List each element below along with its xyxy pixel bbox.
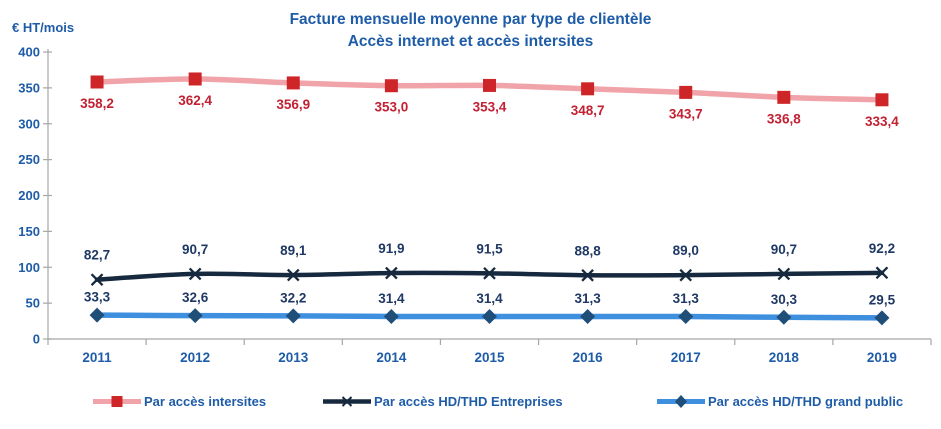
svg-text:250: 250 bbox=[18, 152, 40, 167]
svg-text:300: 300 bbox=[18, 116, 40, 131]
svg-text:91,5: 91,5 bbox=[476, 241, 503, 256]
svg-text:88,8: 88,8 bbox=[574, 243, 601, 258]
svg-text:353,4: 353,4 bbox=[473, 99, 507, 114]
svg-text:336,8: 336,8 bbox=[767, 111, 801, 126]
legend-item-hdthd-grand-public: Par accès HD/THD grand public bbox=[657, 394, 903, 409]
svg-text:362,4: 362,4 bbox=[178, 93, 212, 108]
legend-marker-intersites bbox=[93, 396, 141, 407]
svg-text:2016: 2016 bbox=[573, 350, 604, 365]
svg-text:2012: 2012 bbox=[180, 350, 210, 365]
legend-item-intersites: Par accès intersites bbox=[93, 394, 266, 409]
legend-marker-hdthd-entreprises bbox=[323, 396, 371, 407]
legend: Par accès intersites Par accès HD/THD En… bbox=[0, 394, 941, 422]
legend-label-hdthd-grand-public: Par accès HD/THD grand public bbox=[708, 394, 904, 409]
svg-text:31,3: 31,3 bbox=[574, 291, 601, 306]
svg-text:343,7: 343,7 bbox=[669, 106, 703, 121]
svg-text:2017: 2017 bbox=[671, 350, 701, 365]
svg-text:31,4: 31,4 bbox=[476, 291, 503, 306]
svg-text:31,3: 31,3 bbox=[673, 291, 700, 306]
svg-text:89,0: 89,0 bbox=[673, 243, 699, 258]
svg-text:89,1: 89,1 bbox=[280, 243, 307, 258]
plot-area: 0 50 100 150 200 250 300 350 400 2011 2012 2013 2014… bbox=[18, 45, 932, 365]
y-axis-unit-label: € HT/mois bbox=[12, 20, 75, 35]
svg-text:2011: 2011 bbox=[82, 350, 112, 365]
legend-label-hdthd-entreprises: Par accès HD/THD Entreprises bbox=[374, 394, 563, 409]
svg-text:353,0: 353,0 bbox=[374, 100, 408, 115]
svg-text:2018: 2018 bbox=[769, 350, 800, 365]
svg-text:90,7: 90,7 bbox=[771, 242, 797, 257]
svg-text:33,3: 33,3 bbox=[84, 290, 111, 305]
svg-text:32,6: 32,6 bbox=[182, 290, 209, 305]
svg-text:100: 100 bbox=[18, 260, 40, 275]
svg-text:2014: 2014 bbox=[376, 350, 407, 365]
svg-text:92,2: 92,2 bbox=[869, 241, 895, 256]
svg-text:2013: 2013 bbox=[278, 350, 309, 365]
svg-text:32,2: 32,2 bbox=[280, 290, 306, 305]
legend-marker-hdthd-grand-public bbox=[657, 395, 705, 408]
svg-text:358,2: 358,2 bbox=[80, 96, 114, 111]
svg-text:2019: 2019 bbox=[867, 350, 897, 365]
svg-text:356,9: 356,9 bbox=[276, 97, 310, 112]
svg-text:82,7: 82,7 bbox=[84, 248, 110, 263]
svg-text:350: 350 bbox=[18, 80, 40, 95]
svg-text:50: 50 bbox=[26, 296, 40, 311]
legend-label-intersites: Par accès intersites bbox=[144, 394, 267, 409]
svg-text:90,7: 90,7 bbox=[182, 242, 208, 257]
svg-text:333,4: 333,4 bbox=[865, 114, 899, 129]
svg-text:200: 200 bbox=[18, 188, 40, 203]
svg-text:31,4: 31,4 bbox=[378, 291, 405, 306]
svg-text:348,7: 348,7 bbox=[571, 103, 605, 118]
svg-text:91,9: 91,9 bbox=[378, 241, 404, 256]
legend-item-hdthd-entreprises: Par accès HD/THD Entreprises bbox=[323, 394, 563, 409]
svg-text:150: 150 bbox=[18, 224, 40, 239]
svg-text:0: 0 bbox=[33, 332, 40, 347]
svg-text:29,5: 29,5 bbox=[869, 292, 896, 307]
svg-text:400: 400 bbox=[18, 45, 40, 60]
svg-text:2015: 2015 bbox=[474, 350, 505, 365]
svg-text:30,3: 30,3 bbox=[771, 292, 798, 307]
